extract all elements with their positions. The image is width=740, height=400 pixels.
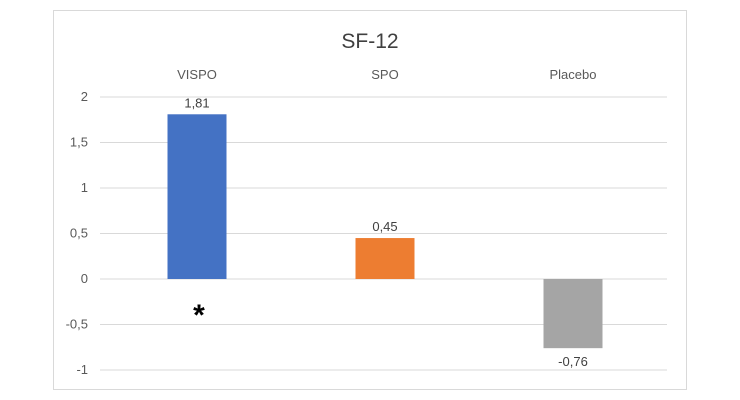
chart-frame <box>53 10 687 390</box>
significance-annotation: * <box>193 299 205 332</box>
data-label: 0,45 <box>372 219 397 234</box>
y-tick-label: -1 <box>76 362 88 377</box>
y-tick-label: 2 <box>81 89 88 104</box>
category-label: Placebo <box>550 67 597 82</box>
category-label: VISPO <box>177 67 217 82</box>
y-tick-label: 1,5 <box>70 135 88 150</box>
data-label: -0,76 <box>558 354 588 369</box>
chart-title: SF-12 <box>341 30 398 53</box>
bar-vispo <box>167 114 227 279</box>
bars <box>167 114 603 349</box>
data-labels: 1,81 0,45 -0,76 <box>184 95 587 369</box>
category-labels: VISPO SPO Placebo <box>177 67 596 82</box>
category-label: SPO <box>371 67 398 82</box>
y-tick-label: 0 <box>81 271 88 286</box>
y-tick-label: 1 <box>81 180 88 195</box>
y-axis-ticks: 2 1,5 1 0,5 0 -0,5 -1 <box>66 89 88 377</box>
y-tick-label: -0,5 <box>66 317 88 332</box>
bar-placebo <box>543 279 603 349</box>
bar-spo <box>355 238 415 279</box>
data-label: 1,81 <box>184 95 209 110</box>
y-tick-label: 0,5 <box>70 226 88 241</box>
